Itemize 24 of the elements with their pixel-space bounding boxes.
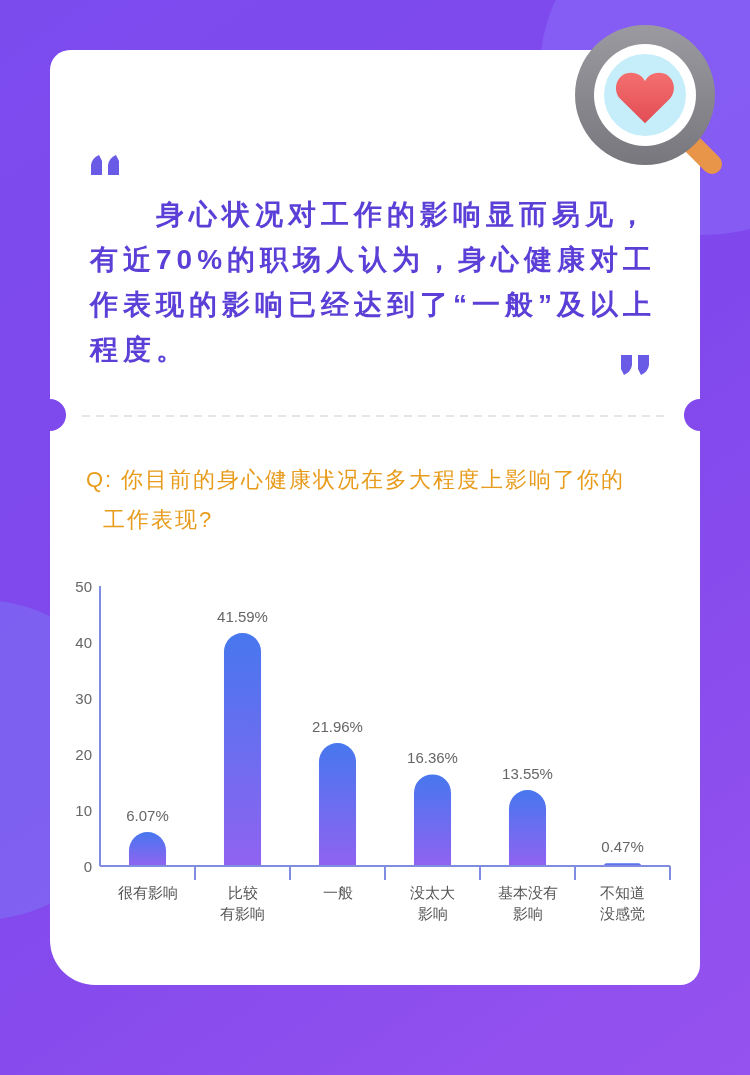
data-label: 13.55% [502, 765, 553, 783]
y-tick-label: 0 [83, 857, 92, 875]
data-label: 21.96% [312, 718, 363, 736]
x-tick-label: 很有影响 [117, 884, 178, 901]
x-tick-label: 一般 [322, 884, 353, 901]
bar [413, 774, 452, 866]
y-tick-label: 10 [75, 801, 92, 819]
bar [223, 633, 262, 866]
bar [318, 743, 357, 866]
bar [508, 790, 547, 866]
x-tick-label: 比较有影响 [220, 884, 265, 922]
data-label: 0.47% [601, 838, 644, 856]
y-tick-label: 50 [75, 577, 92, 595]
data-label: 41.59% [217, 608, 268, 626]
y-tick-label: 40 [75, 633, 92, 651]
x-tick-label: 基本没有影响 [497, 884, 558, 922]
data-label: 16.36% [407, 749, 458, 767]
y-tick-label: 30 [75, 689, 92, 707]
y-tick-label: 20 [75, 745, 92, 763]
chart-subtitle: Q: 你目前的身心健康状况在多大程度上影响了你的工作表现? [86, 467, 626, 532]
chart-title: 身心状况对工作的影响显而易见，有近70%的职场人认为，身心健康对工作表现的影响已经达到了“一般”及以上程度。 [89, 199, 657, 365]
data-label: 6.07% [126, 807, 169, 825]
x-tick-label: 没太大影响 [410, 884, 455, 922]
x-tick-label: 不知道没感觉 [600, 884, 645, 922]
